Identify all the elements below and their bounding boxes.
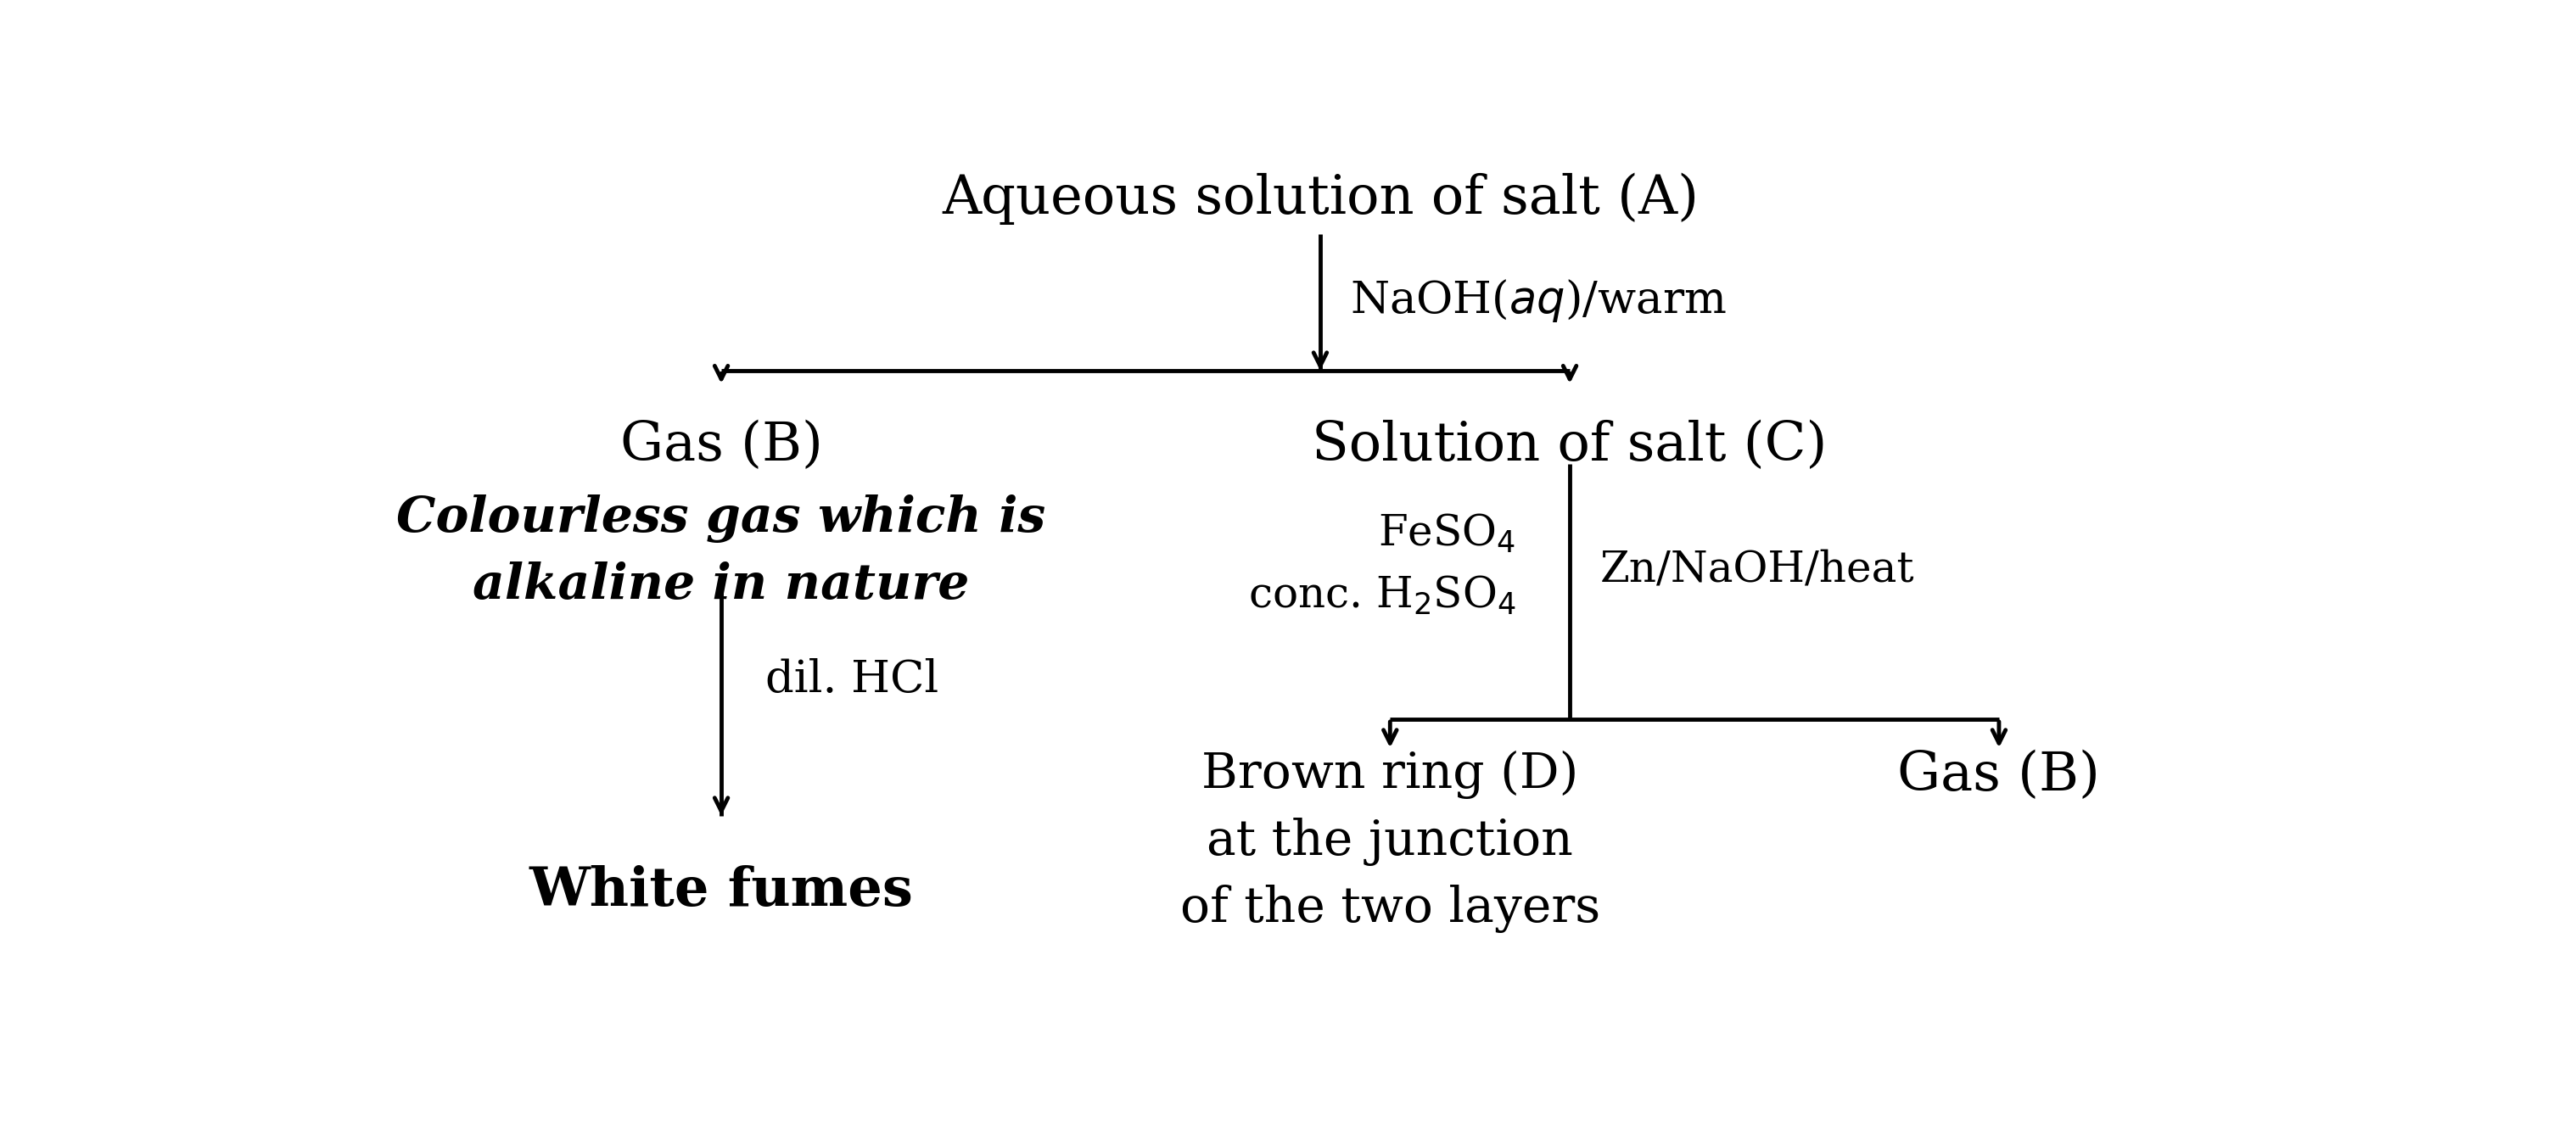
Text: Aqueous solution of salt (A): Aqueous solution of salt (A) <box>943 173 1698 226</box>
Text: Gas (B): Gas (B) <box>621 419 822 472</box>
Text: Zn/NaOH/heat: Zn/NaOH/heat <box>1600 548 1914 591</box>
Text: Gas (B): Gas (B) <box>1899 750 2099 801</box>
Text: White fumes: White fumes <box>528 864 914 916</box>
Text: Brown ring (D)
at the junction
of the two layers: Brown ring (D) at the junction of the tw… <box>1180 750 1600 933</box>
Text: FeSO$_4$
conc. H$_2$SO$_4$: FeSO$_4$ conc. H$_2$SO$_4$ <box>1247 513 1515 617</box>
Text: Colourless gas which is
alkaline in nature: Colourless gas which is alkaline in natu… <box>397 495 1046 609</box>
Text: NaOH($\it{aq}$)/warm: NaOH($\it{aq}$)/warm <box>1350 277 1726 324</box>
Text: Solution of salt (C): Solution of salt (C) <box>1311 419 1826 472</box>
Text: dil. HCl: dil. HCl <box>765 658 938 701</box>
